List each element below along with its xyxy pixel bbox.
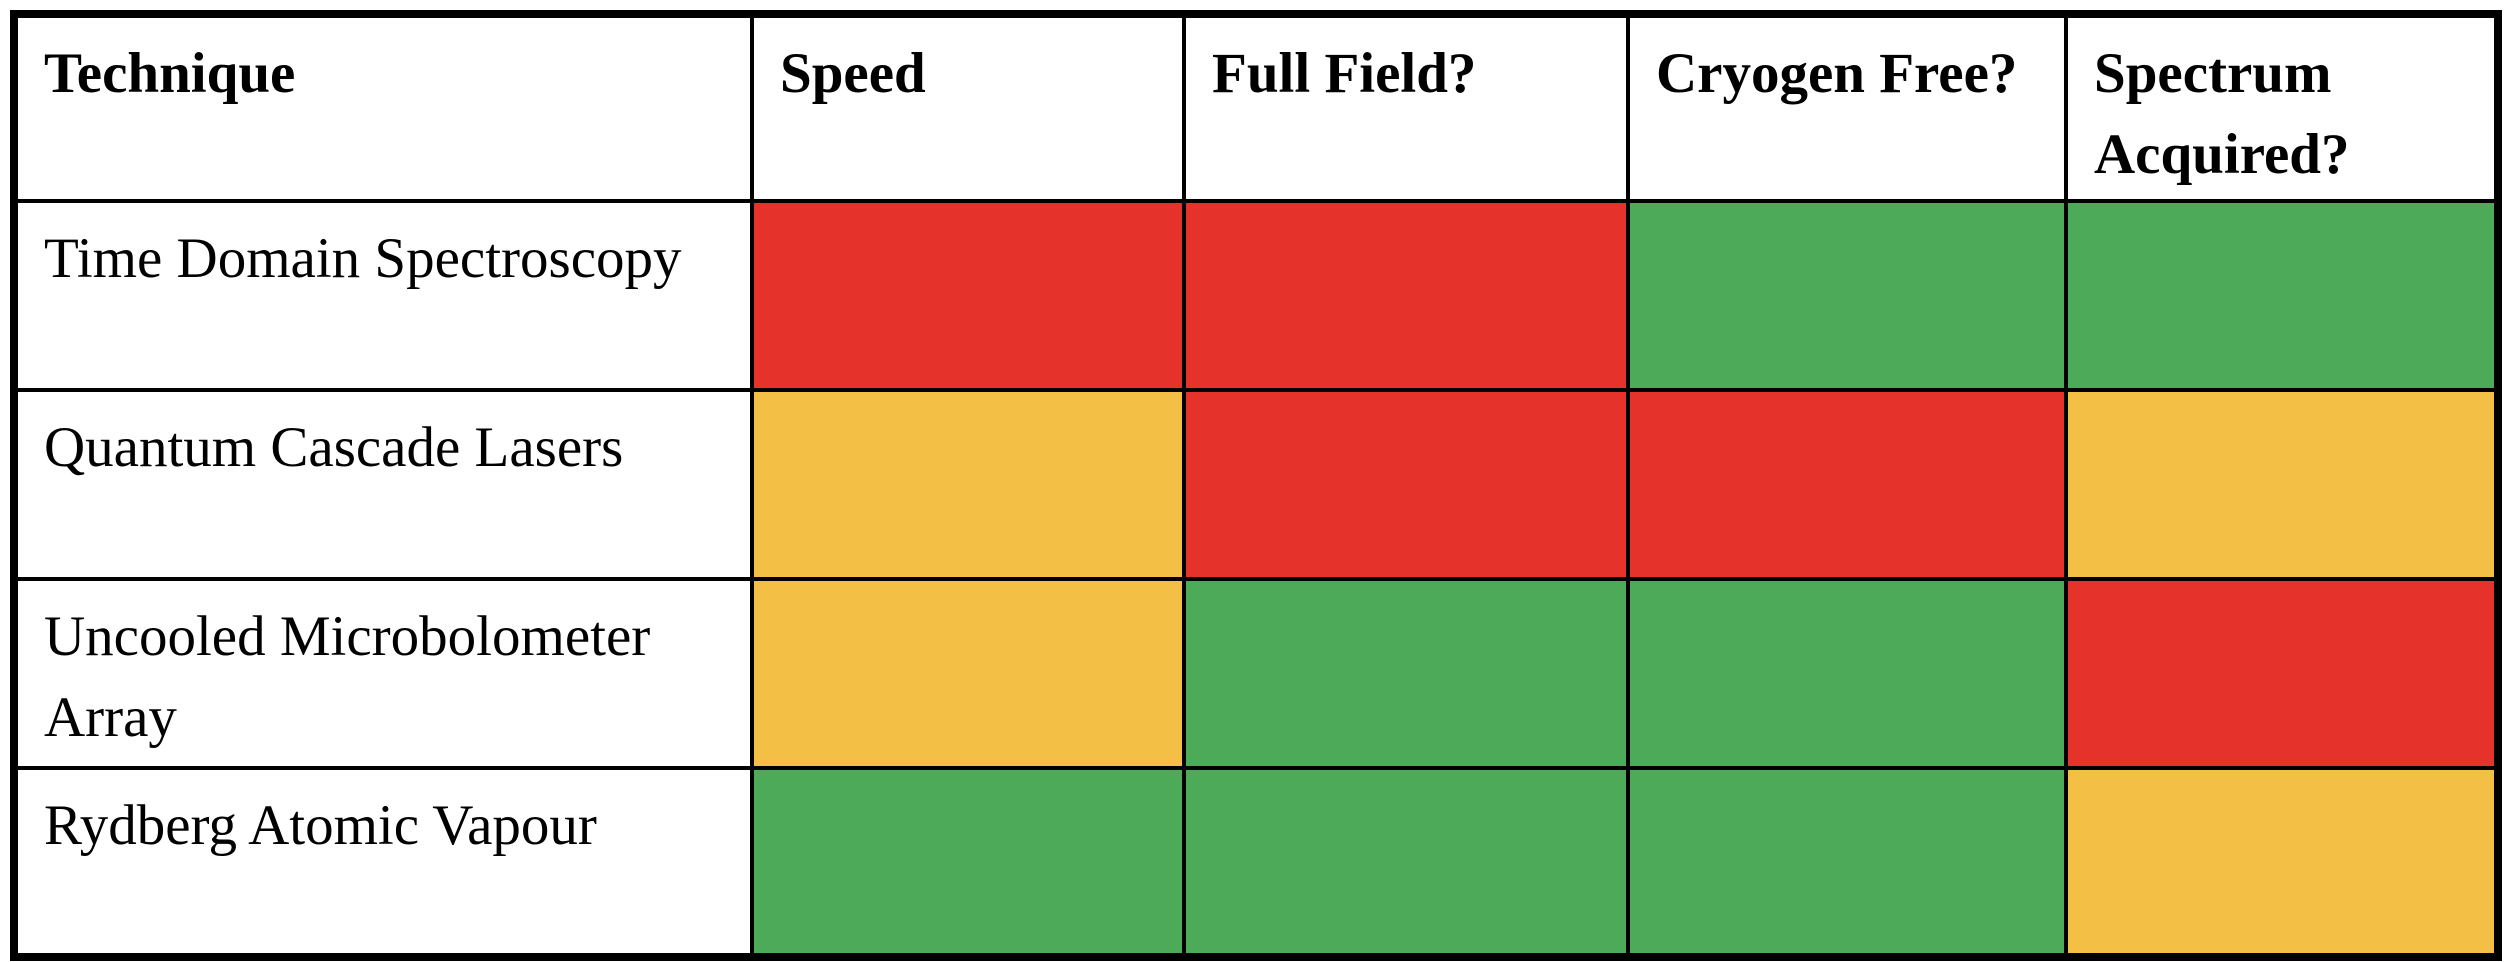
col-header-full-field: Full Field? <box>1182 12 1630 203</box>
status-cell-cryogen-free <box>1626 577 2068 770</box>
status-cell-full-field <box>1182 766 1630 959</box>
col-header-technique: Technique <box>12 12 754 203</box>
status-cell-spectrum-acquired <box>2064 199 2500 392</box>
status-cell-speed <box>750 199 1186 392</box>
technique-name: Time Domain Spectroscopy <box>12 199 754 392</box>
status-cell-full-field <box>1182 199 1630 392</box>
technique-name: Rydberg Atomic Vapour <box>12 766 754 959</box>
status-cell-spectrum-acquired <box>2064 388 2500 581</box>
status-cell-speed <box>750 388 1186 581</box>
header-row: Technique Speed Full Field? Cryogen Free… <box>12 12 2500 203</box>
status-cell-spectrum-acquired <box>2064 766 2500 959</box>
status-cell-speed <box>750 766 1186 959</box>
table-row-time-domain-spectroscopy: Time Domain Spectroscopy <box>12 199 2500 392</box>
table-row-rydberg-atomic-vapour: Rydberg Atomic Vapour <box>12 766 2500 959</box>
technique-name: Uncooled Microbolometer Array <box>12 577 754 770</box>
table-row-quantum-cascade-lasers: Quantum Cascade Lasers <box>12 388 2500 581</box>
table-row-uncooled-microbolometer-array: Uncooled Microbolometer Array <box>12 577 2500 770</box>
status-cell-spectrum-acquired <box>2064 577 2500 770</box>
status-cell-cryogen-free <box>1626 388 2068 581</box>
status-cell-cryogen-free <box>1626 199 2068 392</box>
technique-name: Quantum Cascade Lasers <box>12 388 754 581</box>
technique-comparison-table: Technique Speed Full Field? Cryogen Free… <box>10 10 2502 961</box>
status-cell-cryogen-free <box>1626 766 2068 959</box>
status-cell-speed <box>750 577 1186 770</box>
col-header-cryogen-free: Cryogen Free? <box>1626 12 2068 203</box>
status-cell-full-field <box>1182 388 1630 581</box>
status-cell-full-field <box>1182 577 1630 770</box>
col-header-spectrum-acquired: Spectrum Acquired? <box>2064 12 2500 203</box>
col-header-speed: Speed <box>750 12 1186 203</box>
